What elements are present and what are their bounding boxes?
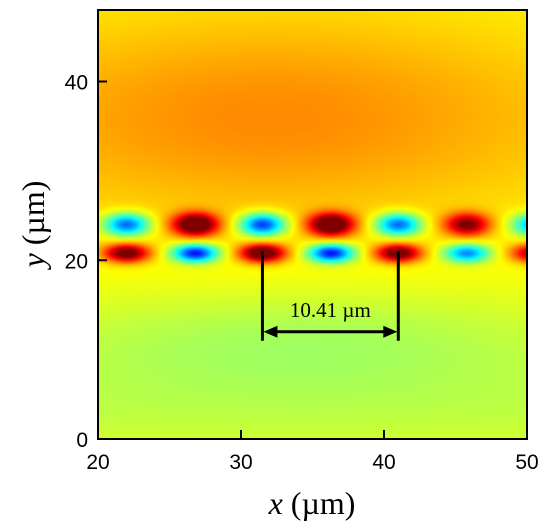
y-axis-label: y (µm) xyxy=(15,181,51,271)
x-tick-label: 30 xyxy=(229,451,252,474)
x-tick-label: 50 xyxy=(515,451,538,474)
x-tick-label: 40 xyxy=(372,451,395,474)
arrowhead-left-icon xyxy=(263,325,278,338)
x-tick-label: 20 xyxy=(86,451,109,474)
y-tick-label: 0 xyxy=(76,429,88,452)
x-axis: 20 30 40 50 xyxy=(86,430,539,474)
period-annotation: 10.41 µm xyxy=(260,251,400,341)
plot-frame xyxy=(97,9,528,440)
x-axis-label: x (µm) xyxy=(268,485,356,521)
plot-area xyxy=(98,10,527,439)
heatmap-field xyxy=(98,10,527,439)
annotation-label: 10.41 µm xyxy=(290,298,371,322)
y-tick-label: 40 xyxy=(65,72,88,95)
y-axis: 0 20 40 xyxy=(65,72,107,452)
y-tick-label: 20 xyxy=(65,250,88,273)
arrowhead-right-icon xyxy=(383,325,398,338)
